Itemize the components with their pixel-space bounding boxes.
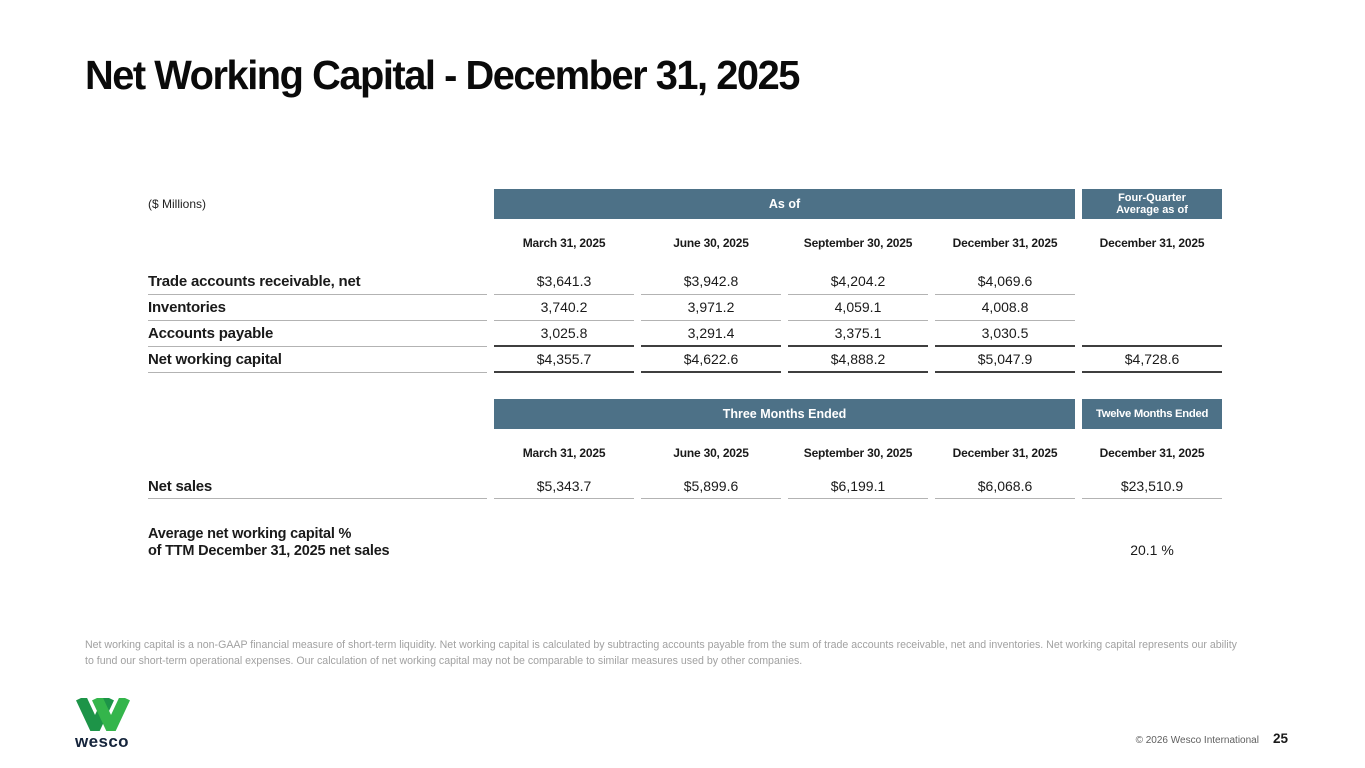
- table-row: Net sales $5,343.7 $5,899.6 $6,199.1 $6,…: [148, 474, 1229, 499]
- table1-header-row: ($ Millions) As of Four-Quarter Average …: [148, 189, 1229, 219]
- column-header-average: December 31, 2025: [1099, 236, 1205, 250]
- cell-value: 4,008.8: [935, 295, 1075, 321]
- cell-value: 4,059.1: [788, 295, 928, 321]
- spacer: [148, 399, 487, 429]
- column-header: December 31, 2025: [952, 446, 1058, 460]
- column-header: September 30, 2025: [803, 236, 913, 250]
- spacer: [148, 445, 487, 462]
- table1-column-headers: March 31, 2025 June 30, 2025 September 3…: [148, 235, 1229, 252]
- cell-value: 3,971.2: [641, 295, 781, 321]
- column-header: March 31, 2025: [522, 236, 606, 250]
- cell-value: $4,204.2: [788, 269, 928, 295]
- cell-value-ttm: $23,510.9: [1082, 474, 1222, 499]
- table2-column-headers: March 31, 2025 June 30, 2025 September 3…: [148, 445, 1229, 462]
- cell-value: $4,069.6: [935, 269, 1075, 295]
- column-header: September 30, 2025: [803, 446, 913, 460]
- cell-value-average: [1082, 269, 1222, 295]
- net-working-capital-table: ($ Millions) As of Four-Quarter Average …: [148, 189, 1229, 373]
- cell-value: 3,740.2: [494, 295, 634, 321]
- cell-value: 3,025.8: [494, 321, 634, 347]
- table1-group-header-four-quarter-average: Four-Quarter Average as of: [1082, 189, 1222, 219]
- cell-value: $6,199.1: [788, 474, 928, 499]
- cell-value: $5,899.6: [641, 474, 781, 499]
- wesco-logo-mark: [76, 695, 130, 742]
- table-row-total: Net working capital $4,355.7 $4,622.6 $4…: [148, 347, 1229, 373]
- row-label: Net sales: [148, 474, 487, 499]
- wesco-logo: wesco: [75, 695, 135, 751]
- copyright-text: © 2026 Wesco International: [1135, 735, 1259, 746]
- table2-group-header-three-months: Three Months Ended: [494, 399, 1075, 429]
- cell-value: 3,291.4: [641, 321, 781, 347]
- net-sales-table: Three Months Ended Twelve Months Ended M…: [148, 399, 1229, 559]
- page-number: 25: [1272, 731, 1288, 746]
- column-header: June 30, 2025: [673, 446, 749, 460]
- row-label: Inventories: [148, 295, 487, 321]
- cell-value: 3,375.1: [788, 321, 928, 347]
- cell-value: $4,355.7: [494, 347, 634, 373]
- table-row: Trade accounts receivable, net $3,641.3 …: [148, 269, 1229, 295]
- footer-right: © 2026 Wesco International 25: [1136, 731, 1288, 746]
- cell-value: $5,343.7: [494, 474, 634, 499]
- cell-value: $3,641.3: [494, 269, 634, 295]
- cell-value: $6,068.6: [935, 474, 1075, 499]
- page-title: Net Working Capital - December 31, 2025: [85, 52, 800, 98]
- units-label: ($ Millions): [148, 197, 207, 211]
- average-nwc-percent-row: Average net working capital % of TTM Dec…: [148, 526, 1229, 559]
- wesco-logo-wordmark: wesco: [75, 732, 129, 751]
- spacer: [148, 235, 487, 252]
- row-label: Net working capital: [148, 347, 487, 373]
- cell-value-average: $4,728.6: [1082, 347, 1222, 373]
- non-gaap-footnote: Net working capital is a non-GAAP financ…: [85, 639, 1237, 667]
- cell-value: $5,047.9: [935, 347, 1075, 373]
- cell-value: $4,888.2: [788, 347, 928, 373]
- cell-value-average: [1082, 321, 1222, 347]
- column-header: March 31, 2025: [522, 446, 606, 460]
- table2-group-header-twelve-months: Twelve Months Ended: [1082, 399, 1222, 429]
- table-row: Accounts payable 3,025.8 3,291.4 3,375.1…: [148, 321, 1229, 347]
- table1-group-header-as-of: As of: [494, 189, 1075, 219]
- table2-header-row: Three Months Ended Twelve Months Ended: [148, 399, 1229, 429]
- cell-value: $4,622.6: [641, 347, 781, 373]
- column-header: December 31, 2025: [952, 236, 1058, 250]
- summary-value: 20.1 %: [1130, 542, 1174, 558]
- column-header-ttm: December 31, 2025: [1099, 446, 1205, 460]
- row-label: Accounts payable: [148, 321, 487, 347]
- column-header: June 30, 2025: [673, 236, 749, 250]
- table-row: Inventories 3,740.2 3,971.2 4,059.1 4,00…: [148, 295, 1229, 321]
- row-label: Trade accounts receivable, net: [148, 269, 487, 295]
- summary-label: Average net working capital % of TTM Dec…: [148, 526, 390, 559]
- cell-value-average: [1082, 295, 1222, 321]
- cell-value: 3,030.5: [935, 321, 1075, 347]
- cell-value: $3,942.8: [641, 269, 781, 295]
